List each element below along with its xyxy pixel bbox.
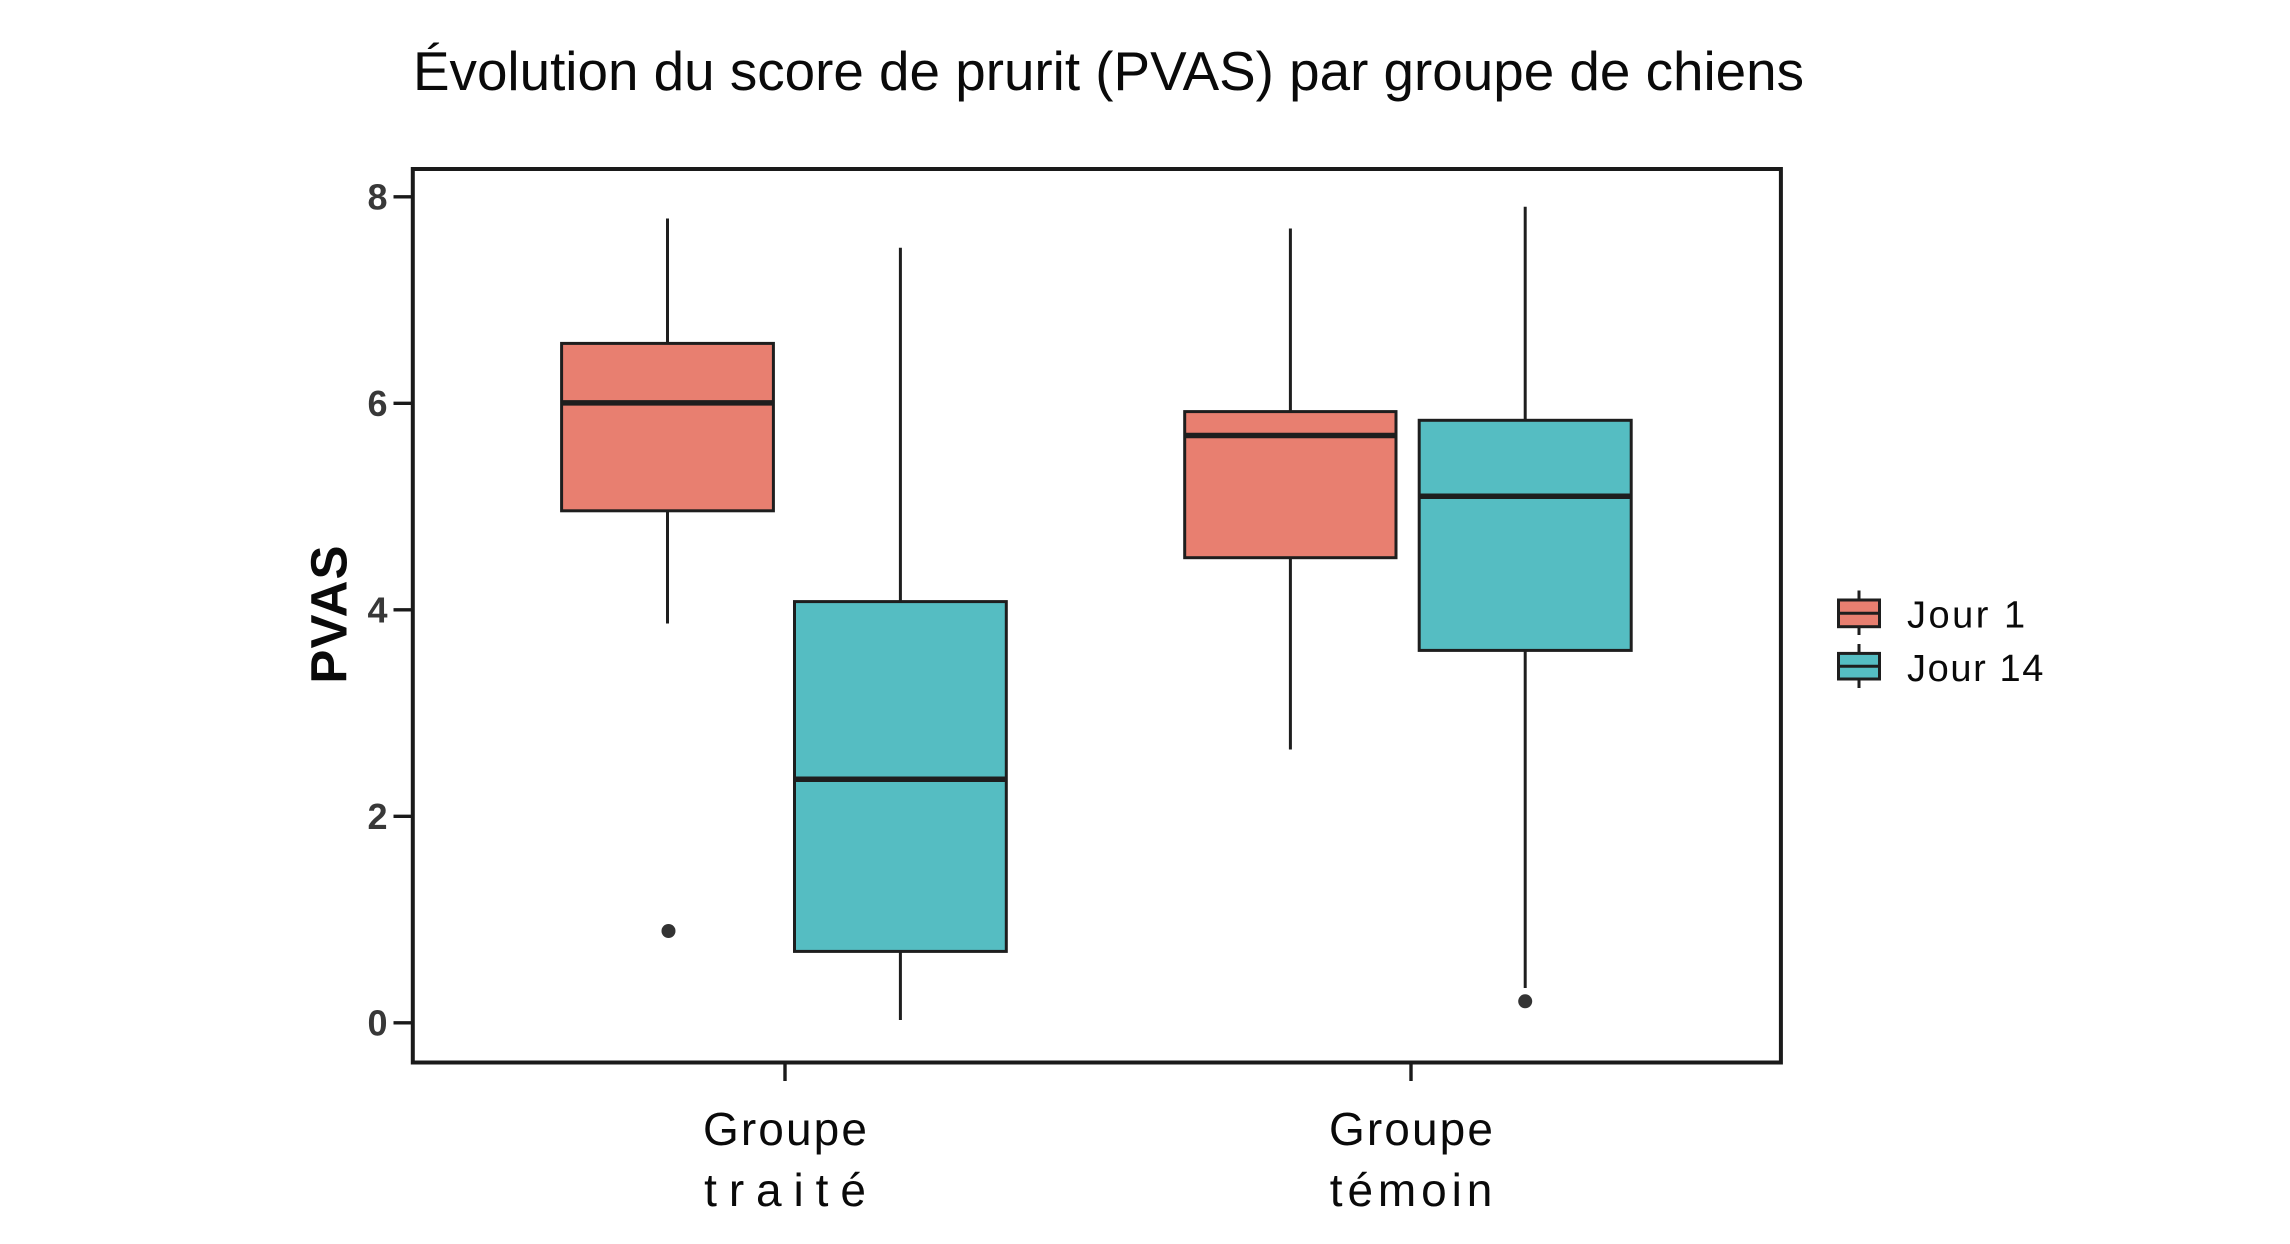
svg-text:PVAS: PVAS	[301, 544, 358, 683]
svg-text:6: 6	[367, 383, 387, 424]
svg-text:traité: traité	[704, 1164, 878, 1216]
svg-text:Jour 1: Jour 1	[1907, 595, 2028, 637]
svg-text:Jour 14: Jour 14	[1907, 648, 2045, 690]
svg-text:Groupe: Groupe	[1329, 1103, 1495, 1155]
svg-text:Évolution du score de prurit (: Évolution du score de prurit (PVAS) par …	[413, 40, 1804, 102]
svg-text:Groupe: Groupe	[703, 1103, 869, 1155]
svg-text:8: 8	[367, 177, 387, 218]
svg-text:0: 0	[367, 1003, 387, 1044]
svg-text:4: 4	[367, 590, 387, 631]
svg-text:2: 2	[367, 796, 387, 837]
svg-text:témoin: témoin	[1330, 1164, 1497, 1216]
